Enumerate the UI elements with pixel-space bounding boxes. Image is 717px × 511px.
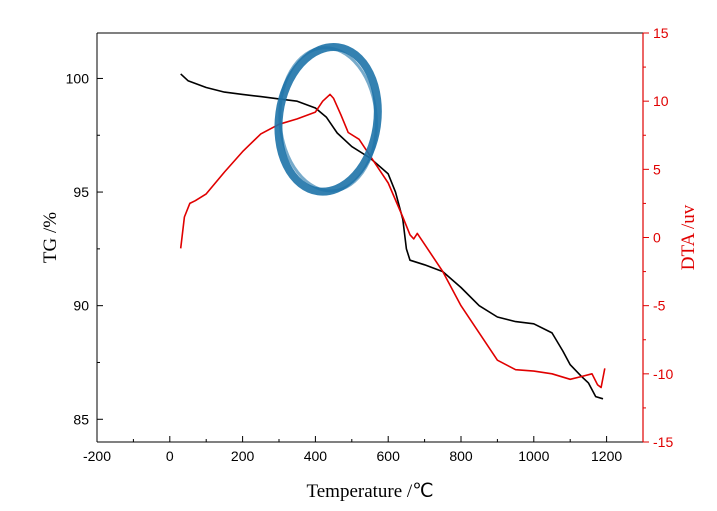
x-axis-title: Temperature /℃: [306, 481, 433, 502]
y2-tick-label: -15: [653, 434, 673, 450]
x-tick-label: -200: [83, 448, 111, 464]
y-tick-label: 90: [73, 298, 89, 314]
series-layer: [179, 73, 606, 400]
y2-tick-label: 15: [653, 25, 669, 41]
y2-tick-label: -10: [653, 366, 673, 382]
annotation-layer: [274, 43, 382, 196]
y2-tick-label: 10: [653, 93, 669, 109]
x-tick-label: 0: [166, 448, 174, 464]
x-tick-label: 800: [449, 448, 473, 464]
y-axis-left-title: TG /%: [40, 212, 61, 263]
x-tick-label: 400: [304, 448, 328, 464]
y-axis-right-title: DTA /uv: [678, 204, 699, 270]
x-tick-label: 1200: [591, 448, 622, 464]
y2-tick-label: -5: [653, 298, 666, 314]
tg-series-line: [180, 73, 604, 400]
axes-layer: -200 0 200 400 600 800 1000 1200859095100-15-10…: [66, 25, 674, 464]
y-tick-label: 100: [66, 70, 90, 86]
dta-series-line: [179, 93, 606, 389]
y-tick-label: 95: [73, 184, 89, 200]
y-tick-label: 85: [73, 411, 89, 427]
highlight-circle-stroke: [278, 46, 378, 193]
y2-tick-label: 5: [653, 161, 661, 177]
x-tick-label: 1000: [518, 448, 549, 464]
x-tick-label: 600: [377, 448, 401, 464]
y2-tick-label: 0: [653, 230, 661, 246]
x-tick-label: 200: [231, 448, 255, 464]
